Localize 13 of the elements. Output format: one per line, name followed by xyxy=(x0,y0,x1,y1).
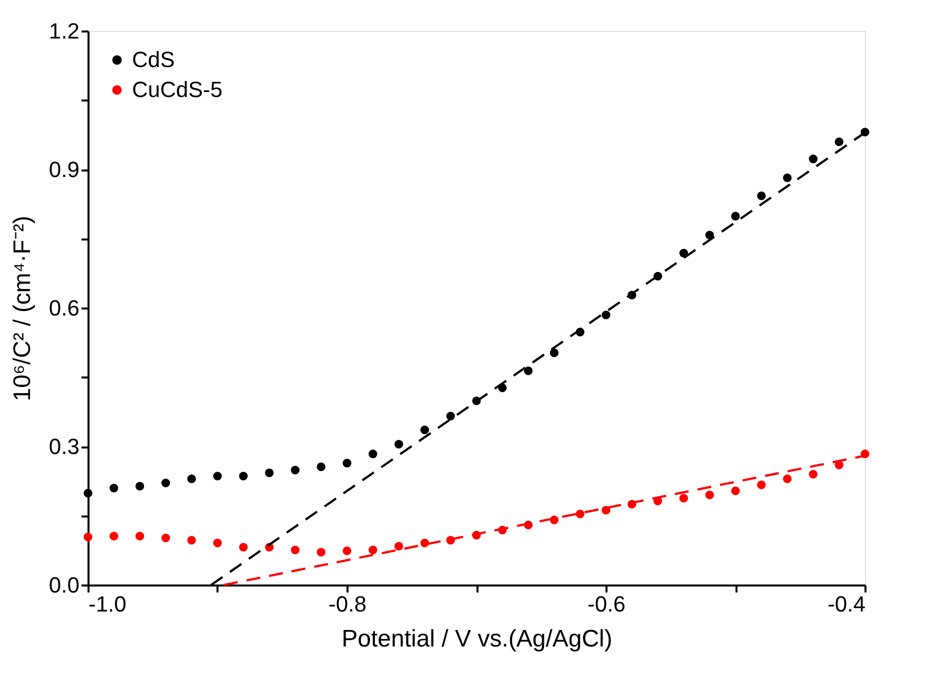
y-tick-label: 0.0 xyxy=(48,572,80,598)
x-tick-label: -1.0 xyxy=(88,592,126,616)
x-tick-label: -0.8 xyxy=(328,592,366,616)
y-tick-label: 0.3 xyxy=(48,434,80,459)
x-axis-title: Potential / V vs.(Ag/AgCl) xyxy=(342,626,612,652)
y-tick-label: 1.2 xyxy=(48,18,80,44)
x-tick-label: -0.4 xyxy=(828,592,866,616)
y-tick-label: 0.6 xyxy=(48,296,80,320)
legend-label: CdS xyxy=(132,47,175,72)
x-tick-label: -0.6 xyxy=(588,592,626,616)
y-axis-title: 10⁶/C² / (cm⁴·F⁻²) xyxy=(8,216,36,402)
y-tick-label: 0.9 xyxy=(48,157,80,182)
legend-label: CuCdS-5 xyxy=(132,77,222,102)
